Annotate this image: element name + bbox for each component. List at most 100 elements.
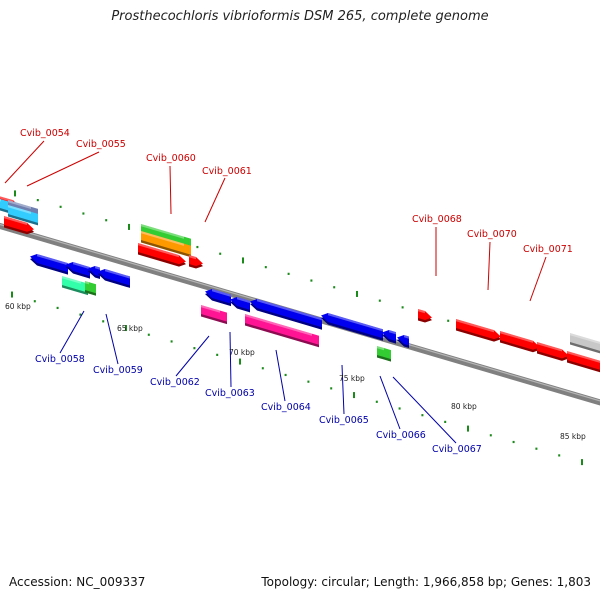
gene-label-cvib-0059: Cvib_0059 [93,365,143,376]
gene-cvib-0066-b-body [382,330,396,342]
gene-cvib-0055-b-gloss [8,205,31,214]
gene-cvib-0067-b-body [397,335,409,346]
gene-cvib-0062-b-gloss [212,289,231,297]
callout-leader [26,151,100,187]
gene-label-cvib-0062: Cvib_0062 [150,377,200,388]
gene-cvib-0059-gloss [85,281,89,285]
gene-cvib-0055-b-body [8,205,38,223]
gene-cvib-0063-b-gloss [237,297,250,304]
gene-cvib-0061-a-body [138,243,186,265]
gene-rev-1 [30,254,68,275]
gene-cvib-0060-gloss [141,231,184,246]
gene-rev-3 [88,266,100,280]
gene-cvib-0062 [201,305,227,325]
gene-cvib-0066-b [382,330,396,344]
gene-cvib-0071-gloss [537,342,562,352]
gene-cvib-0070-body [500,331,540,350]
callout-leader [204,177,226,223]
gene-grey-block-gloss [570,333,600,345]
gene-cvib-0070 [500,331,540,353]
gene-cvib-0072-gloss [567,351,600,363]
gene-cvib-0062-b-body [205,289,231,304]
gene-cvib-0070-a-gloss [456,319,494,333]
gene-cvib-0058-body [62,276,88,293]
gene-cvib-0058 [62,276,88,296]
gene-cvib-0062-b [205,289,231,307]
scale-label: 60 kbp [5,302,31,311]
gene-cvib-0070-a [456,319,501,342]
topology-text: Topology: circular; Length: 1,966,858 bp… [261,575,591,589]
gene-cvib-0064-b [250,299,322,330]
gene-cvib-0065-b-gloss [328,313,383,332]
callout-leader [175,335,210,377]
callout-leader [169,165,172,215]
gene-cvib-0060-a-body [141,224,191,248]
gene-label-cvib-0071: Cvib_0071 [523,244,573,255]
gene-rev-1-body [30,254,68,273]
gene-cvib-0063-b [230,297,250,313]
callout-leader [4,140,45,184]
gene-cvib-0067-b [397,335,409,349]
gene-label-cvib-0060: Cvib_0060 [146,153,196,164]
gene-rev-3-body [88,266,100,277]
gene-cvib-0058-gloss [62,276,81,284]
gene-cvib-0061-gloss [189,254,196,260]
gene-cvib-0060-a-gloss [141,224,184,239]
callout-leader [392,376,457,444]
gene-cvib-0056 [4,216,34,235]
gene-cvib-0071-body [537,342,569,359]
gene-rev-1-gloss [37,254,68,266]
gene-cvib-0066-body [377,346,391,360]
gene-cvib-0066-gloss [377,346,384,351]
gene-rev-3-gloss [95,266,100,270]
gene-cvib-0056-body [4,216,34,232]
gene-label-cvib-0070: Cvib_0070 [467,229,517,240]
gene-cvib-0065-b-body [321,313,383,339]
scale-label: 75 kbp [339,374,365,383]
callout-leader [59,310,85,354]
gene-cvib-0056-gloss [4,216,27,225]
gene-label-cvib-0054: Cvib_0054 [20,128,70,139]
gene-cvib-0055-b [8,205,38,226]
gene-cvib-0068 [418,309,432,323]
callout-leader [341,364,345,415]
gene-cvib-0061 [189,254,203,269]
accession-text: Accession: NC_009337 [9,575,146,589]
gene-label-cvib-0066: Cvib_0066 [376,430,426,441]
gene-label-cvib-0064: Cvib_0064 [261,402,311,413]
gene-grey-block-body [570,333,600,354]
gene-cvib-0068-gloss [418,309,425,314]
gene-cvib-0066-b-gloss [389,330,396,335]
gene-rev-2 [66,262,90,279]
callout-leader [105,313,119,365]
gene-cvib-0070-gloss [500,331,533,343]
gene-label-cvib-0055: Cvib_0055 [76,139,126,150]
gene-label-cvib-0068: Cvib_0068 [412,214,462,225]
gene-cvib-0067-b-gloss [404,335,409,339]
gene-cvib-0061-a [138,243,186,267]
gene-cvib-0062-gloss [201,305,220,313]
gene-cvib-0068-body [418,309,432,321]
gene-label-cvib-0061: Cvib_0061 [202,166,252,177]
gene-cvib-0066 [377,346,391,362]
gene-cyan-block [0,199,8,213]
gene-cvib-0072 [567,351,600,373]
callout-leader [379,375,401,430]
gene-cvib-0064 [245,314,319,348]
gene-cvib-0061-body [189,255,203,267]
gene-cvib-0065-b [321,313,383,341]
gene-cvib-0054-gloss [0,194,13,203]
scale-labels: 60 kbp 65 kbp 70 kbp 75 kbp 80 kbp 85 kbp [5,302,586,441]
gene-label-cvib-0065: Cvib_0065 [319,415,369,426]
gene-label-cvib-0067: Cvib_0067 [432,444,482,455]
gene-cyan-block-body [0,199,8,211]
gene-cvib-0059-body [85,281,96,294]
gene-cvib-0062-body [201,305,227,322]
gene-cvib-0063-b-body [230,297,250,310]
scale-label: 80 kbp [451,402,477,411]
gene-rev-2-gloss [73,262,90,270]
gene-rev-4-body [98,269,130,286]
gene-cvib-0060 [141,231,191,258]
gene-cyan-block-gloss [0,199,1,202]
